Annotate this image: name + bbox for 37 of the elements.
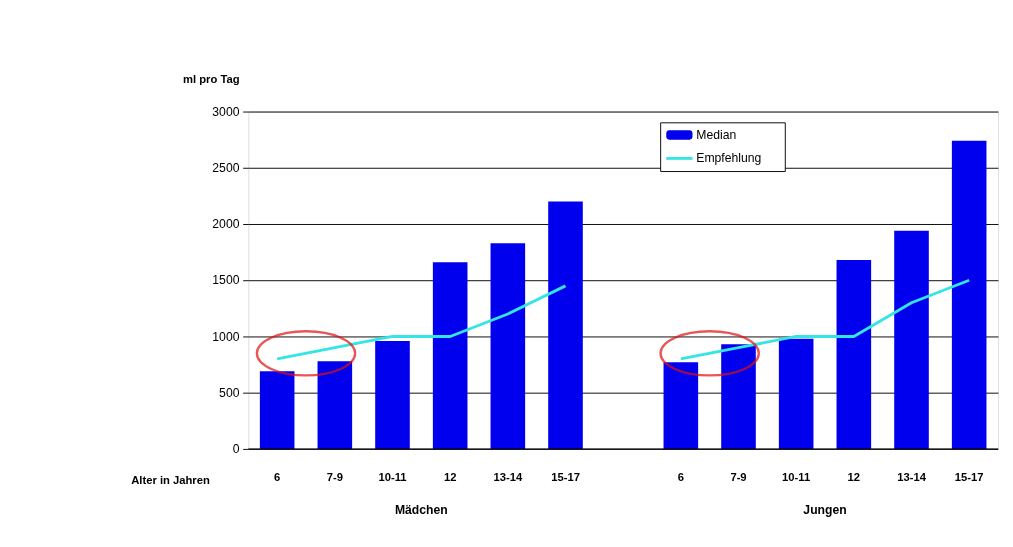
x-tick-label: 13-14: [493, 471, 523, 484]
x-tick-label: 6: [677, 471, 684, 484]
bar: [490, 243, 526, 449]
bar: [894, 230, 929, 449]
bar: [951, 140, 987, 449]
bar: [663, 362, 699, 449]
x-tick-label: 7-9: [326, 471, 343, 484]
text: Jungen: [803, 502, 847, 517]
bar: [548, 201, 583, 449]
bar: [317, 361, 353, 449]
x-tick-label: 6: [274, 471, 281, 484]
legend-label: Empfehlung: [696, 151, 762, 166]
y-tick-label: 0: [232, 442, 240, 457]
x-tick-label: 13-14: [897, 471, 927, 484]
bar: [375, 340, 410, 449]
y-tick-label: 2000: [212, 217, 240, 232]
x-tick-label: 12: [443, 471, 457, 484]
y-tick-label: 1000: [212, 329, 240, 344]
x-tick-label: 12: [847, 471, 861, 484]
bar: [778, 338, 814, 449]
y-tick-label: 500: [219, 385, 240, 400]
x-axis-title: Alter in Jahren: [131, 473, 210, 486]
legend-label: Median: [696, 127, 737, 142]
bar: [721, 344, 756, 449]
bar: [432, 262, 468, 449]
x-tick-label: 7-9: [730, 471, 747, 484]
text: Mädchen: [394, 502, 448, 517]
bar: [836, 260, 872, 449]
bar: [259, 371, 295, 449]
x-tick-label: 10-11: [782, 471, 811, 484]
y-tick-label: 3000: [212, 104, 240, 119]
x-tick-label: 15-17: [551, 471, 580, 484]
x-tick-label: 15-17: [954, 471, 984, 484]
x-tick-label: 10-11: [378, 471, 407, 484]
y-axis-title: ml pro Tag: [183, 72, 240, 85]
y-tick-label: 2500: [212, 161, 240, 176]
y-tick-label: 1500: [212, 273, 240, 288]
